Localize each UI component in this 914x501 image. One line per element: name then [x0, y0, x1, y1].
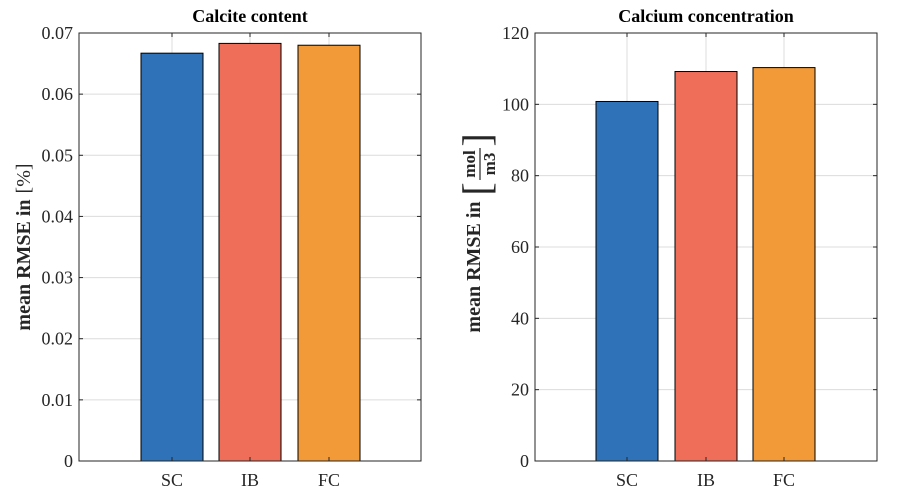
bracket-close: ]	[454, 133, 499, 146]
x-tick-label: SC	[616, 470, 638, 490]
y-tick-label: 20	[511, 380, 529, 400]
tick-marks	[79, 32, 421, 462]
bar-fc	[752, 67, 816, 462]
y-tick-label: 0.07	[42, 23, 74, 43]
y-axis-label-unit-numerator: mol	[460, 150, 479, 178]
y-tick-label: 0	[520, 451, 529, 471]
x-tick-labels: SC IB FC	[161, 470, 340, 490]
chart-title: Calcium concentration	[618, 6, 793, 26]
y-tick-label: 0.01	[42, 390, 74, 410]
calcite-chart: 0 0.01 0.02 0.03 0.04 0.05 0.06 0.07 SC IB FC Cal…	[13, 6, 422, 490]
y-tick-label: 0.06	[42, 84, 74, 104]
bar-sc	[595, 100, 659, 462]
x-tick-label: IB	[697, 470, 715, 490]
x-tick-labels: SC IB FC	[616, 470, 795, 490]
x-tick-label: FC	[773, 470, 795, 490]
y-axis-label-unit-denominator: m3	[480, 153, 499, 176]
calcium-chart: 0 20 40 60 80 100 120 SC IB FC Calcium concentra…	[454, 6, 878, 490]
y-tick-label: 0.04	[42, 206, 74, 226]
x-tick-label: SC	[161, 470, 183, 490]
y-tick-label: 80	[511, 166, 529, 186]
bar-fc	[297, 44, 361, 462]
bars	[140, 42, 361, 462]
bars	[595, 67, 816, 462]
y-tick-label: 120	[502, 23, 529, 43]
y-tick-label: 0	[64, 451, 73, 471]
bracket-open: [	[454, 182, 499, 195]
y-axis-label: mean RMSE in[%]	[13, 163, 35, 330]
y-tick-labels: 0 0.01 0.02 0.03 0.04 0.05 0.06 0.07	[42, 23, 74, 471]
x-tick-label: IB	[241, 470, 259, 490]
y-axis-label-unit: %	[13, 170, 35, 187]
y-tick-label: 0.03	[42, 268, 74, 288]
y-tick-label: 0.02	[42, 329, 74, 349]
bar-ib	[218, 42, 282, 462]
y-tick-label: 0.05	[42, 145, 74, 165]
x-tick-label: FC	[318, 470, 340, 490]
bar-sc	[140, 52, 204, 462]
y-tick-label: 40	[511, 308, 529, 328]
bar-ib	[674, 71, 738, 462]
chart-title: Calcite content	[192, 6, 307, 26]
y-axis-label: mean RMSE in [ mol m3 ]	[454, 133, 499, 332]
y-axis-label-prefix: mean RMSE in	[463, 201, 485, 332]
y-tick-label: 100	[502, 94, 529, 114]
y-tick-label: 60	[511, 237, 529, 257]
y-tick-labels: 0 20 40 60 80 100 120	[502, 23, 529, 471]
tick-marks	[535, 32, 877, 462]
y-axis-label-prefix: mean RMSE in	[13, 199, 35, 330]
